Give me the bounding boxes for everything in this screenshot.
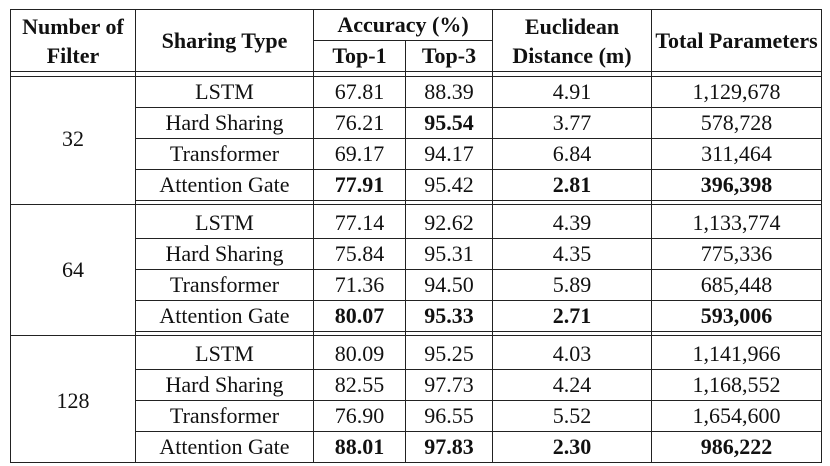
sharing-type-cell: LSTM <box>136 208 314 239</box>
parameters-cell: 685,448 <box>652 270 822 301</box>
filter-count-cell: 64 <box>11 208 136 332</box>
top3-cell: 95.25 <box>406 339 493 370</box>
top1-cell: 80.07 <box>314 301 406 332</box>
distance-cell: 3.77 <box>493 108 652 139</box>
parameters-cell: 1,141,966 <box>652 339 822 370</box>
sharing-type-cell: Transformer <box>136 401 314 432</box>
top1-cell: 76.21 <box>314 108 406 139</box>
parameters-cell: 1,129,678 <box>652 77 822 108</box>
header-euclidean-distance: Euclidean Distance (m) <box>493 10 652 72</box>
separator-cell <box>493 463 652 466</box>
separator-cell <box>11 463 136 466</box>
header-total-parameters: Total Parameters <box>652 10 822 72</box>
header-top1: Top-1 <box>314 41 406 72</box>
top3-cell: 94.50 <box>406 270 493 301</box>
distance-cell: 2.30 <box>493 432 652 463</box>
separator-cell <box>406 463 493 466</box>
distance-cell: 5.52 <box>493 401 652 432</box>
sharing-type-cell: Hard Sharing <box>136 108 314 139</box>
top3-cell: 94.17 <box>406 139 493 170</box>
parameters-cell: 1,168,552 <box>652 370 822 401</box>
table-bottom-rule <box>11 463 822 466</box>
top1-cell: 80.09 <box>314 339 406 370</box>
header-top3: Top-3 <box>406 41 493 72</box>
top3-cell: 96.55 <box>406 401 493 432</box>
top3-cell: 88.39 <box>406 77 493 108</box>
sharing-type-cell: Hard Sharing <box>136 370 314 401</box>
sharing-type-cell: Attention Gate <box>136 432 314 463</box>
header-number-of-filter: Number of Filter <box>11 10 136 72</box>
top1-cell: 71.36 <box>314 270 406 301</box>
top1-cell: 82.55 <box>314 370 406 401</box>
results-table: Number of Filter Sharing Type Accuracy (… <box>10 9 822 466</box>
distance-cell: 4.35 <box>493 239 652 270</box>
distance-cell: 2.71 <box>493 301 652 332</box>
top1-cell: 77.14 <box>314 208 406 239</box>
top3-cell: 97.73 <box>406 370 493 401</box>
distance-cell: 5.89 <box>493 270 652 301</box>
distance-cell: 2.81 <box>493 170 652 201</box>
top3-cell: 95.54 <box>406 108 493 139</box>
sharing-type-cell: Hard Sharing <box>136 239 314 270</box>
top3-cell: 95.31 <box>406 239 493 270</box>
parameters-cell: 986,222 <box>652 432 822 463</box>
top1-cell: 76.90 <box>314 401 406 432</box>
distance-cell: 4.91 <box>493 77 652 108</box>
separator-cell <box>652 463 822 466</box>
header-sharing-type: Sharing Type <box>136 10 314 72</box>
parameters-cell: 1,654,600 <box>652 401 822 432</box>
sharing-type-cell: Transformer <box>136 139 314 170</box>
separator-cell <box>314 463 406 466</box>
filter-count-cell: 32 <box>11 77 136 201</box>
sharing-type-cell: Attention Gate <box>136 301 314 332</box>
distance-cell: 4.24 <box>493 370 652 401</box>
distance-cell: 4.03 <box>493 339 652 370</box>
sharing-type-cell: LSTM <box>136 339 314 370</box>
parameters-cell: 396,398 <box>652 170 822 201</box>
top3-cell: 92.62 <box>406 208 493 239</box>
parameters-cell: 593,006 <box>652 301 822 332</box>
top1-cell: 75.84 <box>314 239 406 270</box>
sharing-type-cell: LSTM <box>136 77 314 108</box>
top1-cell: 88.01 <box>314 432 406 463</box>
top3-cell: 95.33 <box>406 301 493 332</box>
distance-cell: 4.39 <box>493 208 652 239</box>
parameters-cell: 578,728 <box>652 108 822 139</box>
top1-cell: 77.91 <box>314 170 406 201</box>
top1-cell: 69.17 <box>314 139 406 170</box>
top3-cell: 95.42 <box>406 170 493 201</box>
parameters-cell: 1,133,774 <box>652 208 822 239</box>
top3-cell: 97.83 <box>406 432 493 463</box>
sharing-type-cell: Transformer <box>136 270 314 301</box>
separator-cell <box>136 463 314 466</box>
distance-cell: 6.84 <box>493 139 652 170</box>
header-accuracy: Accuracy (%) <box>314 10 493 41</box>
parameters-cell: 311,464 <box>652 139 822 170</box>
filter-count-cell: 128 <box>11 339 136 463</box>
top1-cell: 67.81 <box>314 77 406 108</box>
sharing-type-cell: Attention Gate <box>136 170 314 201</box>
parameters-cell: 775,336 <box>652 239 822 270</box>
